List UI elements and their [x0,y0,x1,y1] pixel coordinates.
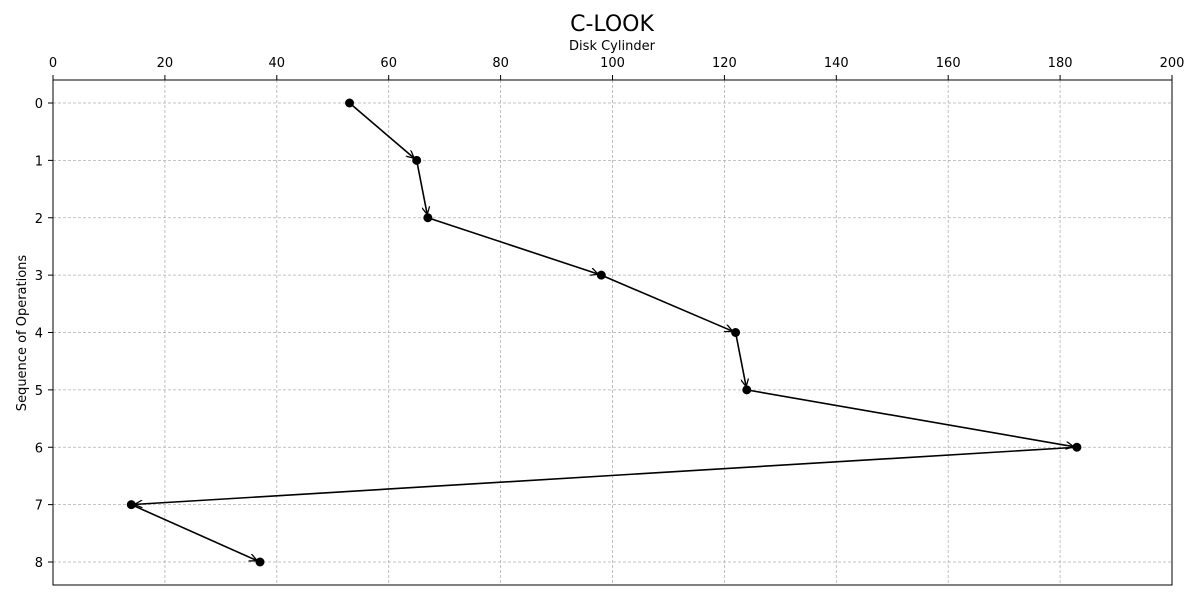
data-point [742,385,752,395]
y-tick-label: 2 [35,212,43,227]
y-tick-label: 8 [35,556,43,571]
x-tick-label: 200 [1160,56,1185,71]
x-tick-label: 0 [49,56,57,71]
grid-lines [52,80,1173,585]
seek-arrow [734,332,746,386]
x-tick-label: 100 [600,56,625,71]
plot-frame [52,79,1173,586]
data-point [423,213,433,223]
seek-arrow [427,216,598,274]
axis-ticks: 0 20 40 60 80 100 120 140 160 180 200 0 1 2 3 4 5 6 7 8 [35,56,1185,571]
seek-arrow [135,446,1077,504]
x-tick-label: 140 [824,56,849,71]
y-tick-label: 1 [35,154,43,169]
chart-title: C-LOOK [570,12,654,37]
x-tick-label: 160 [936,56,961,71]
data-point [1072,442,1082,452]
x-tick-label: 120 [712,56,737,71]
y-tick-label: 0 [35,97,43,112]
data-point [731,328,741,337]
seek-arrow [131,503,256,561]
x-tick-label: 20 [157,56,174,71]
seek-arrow [600,274,732,331]
y-tick-label: 5 [35,384,43,399]
data-point [255,557,265,567]
y-axis-label: Sequence of Operations [15,255,30,412]
y-tick-label: 4 [35,327,43,342]
data-point [596,270,606,280]
data-points [126,98,1082,567]
seek-arrow [349,102,414,158]
x-tick-label: 180 [1048,56,1073,71]
seek-arrow [746,389,1073,447]
y-tick-label: 6 [35,441,43,456]
data-point [345,98,355,108]
y-tick-label: 3 [35,269,43,284]
x-tick-label: 60 [380,56,397,71]
x-axis-label: Disk Cylinder [569,39,656,54]
data-point [126,500,136,510]
x-tick-label: 40 [269,56,286,71]
seek-path [131,102,1077,561]
y-tick-label: 7 [35,499,43,514]
seek-arrow [415,160,427,213]
data-point [412,155,422,165]
x-tick-label: 80 [492,56,509,71]
